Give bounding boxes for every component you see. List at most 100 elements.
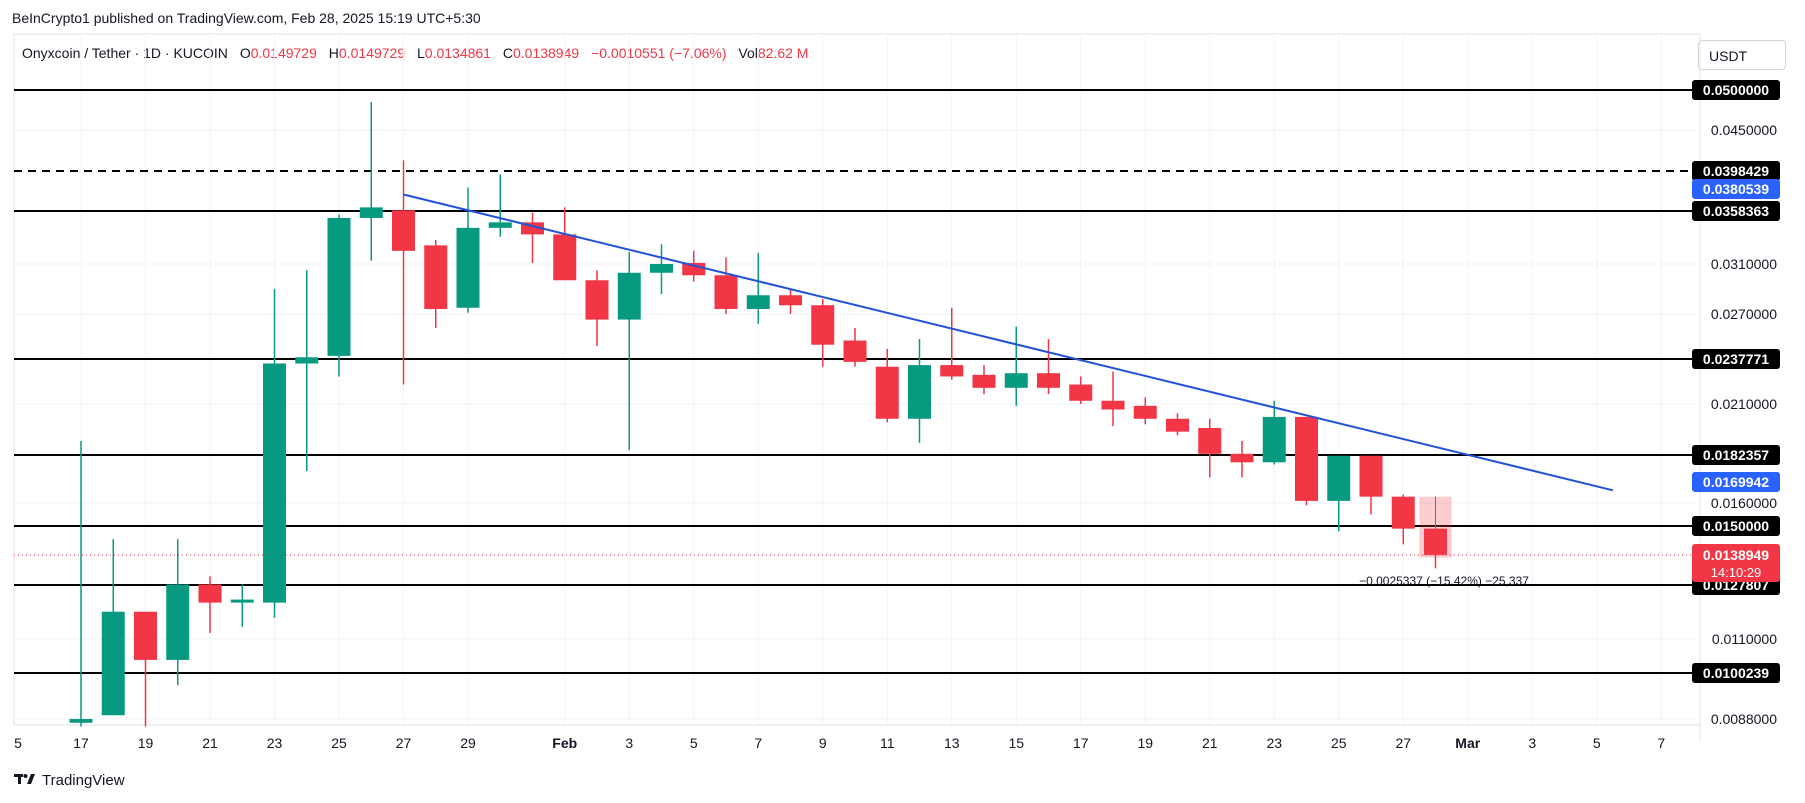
x-tick-label: 9 bbox=[819, 735, 827, 751]
candle-down bbox=[1166, 418, 1189, 432]
x-tick-label: 19 bbox=[138, 735, 154, 751]
level-badge: 0.0150000 bbox=[1703, 518, 1769, 534]
candle-down bbox=[585, 280, 609, 320]
candle-up bbox=[488, 222, 512, 228]
marker-badge: 0.0380539 bbox=[1703, 181, 1769, 197]
candle-down bbox=[198, 584, 222, 603]
y-tick-label: 0.0088000 bbox=[1711, 711, 1777, 727]
candle-up bbox=[263, 363, 286, 603]
tradingview-brand[interactable]: TradingView bbox=[14, 772, 125, 789]
candle-up bbox=[166, 584, 190, 660]
x-tick-label: 15 bbox=[1008, 735, 1024, 751]
level-badge-bg bbox=[1692, 80, 1780, 100]
current-price-badge-bg bbox=[1692, 544, 1780, 582]
candle-down bbox=[972, 374, 996, 388]
candle-down bbox=[1391, 496, 1415, 529]
current-price-badge: 0.0138949 bbox=[1703, 547, 1769, 563]
x-tick-label: 25 bbox=[331, 735, 347, 751]
marker-badge-bg bbox=[1692, 472, 1780, 492]
trendline bbox=[403, 193, 1614, 492]
candle-up bbox=[101, 611, 125, 716]
candle-down bbox=[1133, 405, 1157, 419]
candle-up bbox=[230, 599, 254, 603]
close-value: 0.0138949 bbox=[512, 45, 580, 61]
candle-up bbox=[359, 207, 383, 218]
candle-up bbox=[1327, 455, 1351, 501]
x-tick-label: 17 bbox=[1073, 735, 1089, 751]
candle-up bbox=[650, 264, 673, 273]
candle-down bbox=[1037, 373, 1060, 388]
candle-down bbox=[553, 234, 577, 281]
level-badge-bg bbox=[1692, 663, 1780, 683]
x-tick-label: 23 bbox=[267, 735, 283, 751]
candle-down bbox=[1069, 384, 1093, 401]
x-tick-label: 27 bbox=[396, 735, 412, 751]
y-tick-label: 0.0210000 bbox=[1711, 396, 1777, 412]
candle-down bbox=[1359, 455, 1383, 497]
currency-button[interactable]: USDT bbox=[1698, 40, 1786, 70]
candle-up bbox=[1262, 416, 1286, 463]
level-badge: 0.0358363 bbox=[1703, 203, 1769, 219]
candle-up bbox=[456, 227, 480, 308]
x-tick-label: 5 bbox=[1593, 735, 1601, 751]
open-value: 0.0149729 bbox=[250, 45, 317, 61]
x-tick-label: 5 bbox=[14, 735, 22, 751]
candle-down bbox=[1198, 427, 1222, 454]
x-tick-label: 29 bbox=[460, 735, 476, 751]
y-tick-label: 0.0270000 bbox=[1711, 306, 1777, 322]
candle-up bbox=[746, 295, 770, 309]
level-badge-bg bbox=[1692, 349, 1780, 369]
level-badge-bg bbox=[1692, 445, 1780, 465]
volume-label: Vol bbox=[738, 45, 758, 61]
candle-down bbox=[1424, 528, 1447, 555]
level-badge: 0.0500000 bbox=[1703, 82, 1769, 98]
candle-up bbox=[69, 719, 93, 723]
level-badge-bg bbox=[1692, 161, 1780, 181]
x-tick-label: 7 bbox=[754, 735, 762, 751]
open-label: O bbox=[239, 45, 251, 61]
candle-down bbox=[779, 295, 802, 306]
x-tick-label: 13 bbox=[944, 735, 960, 751]
candle-down bbox=[843, 340, 867, 362]
candle-down bbox=[134, 611, 157, 660]
candle-down bbox=[392, 210, 415, 251]
y-tick-label: 0.0160000 bbox=[1711, 495, 1777, 511]
marker-badge-bg bbox=[1692, 179, 1780, 199]
volume-value: 82.62 M bbox=[757, 45, 809, 61]
candle-down bbox=[424, 245, 448, 309]
candle-down bbox=[1230, 453, 1254, 463]
candle-up bbox=[295, 357, 319, 364]
x-tick-label: 25 bbox=[1331, 735, 1347, 751]
level-badge-bg bbox=[1692, 516, 1780, 536]
measure-label: −0.0025337 (−15.42%) −25,337 bbox=[1359, 574, 1529, 588]
x-tick-label: Mar bbox=[1455, 735, 1480, 751]
candle-down bbox=[1295, 416, 1318, 501]
symbol-title[interactable]: Onyxcoin / Tether · 1D · KUCOIN bbox=[22, 45, 228, 61]
candle-down bbox=[875, 366, 899, 419]
y-tick-label: 0.0110000 bbox=[1712, 631, 1777, 647]
level-badge: 0.0398429 bbox=[1703, 163, 1769, 179]
x-tick-label: 3 bbox=[1528, 735, 1536, 751]
level-badge-bg bbox=[1692, 201, 1780, 221]
x-tick-label: 23 bbox=[1266, 735, 1282, 751]
symbol-legend: Onyxcoin / Tether · 1D · KUCOIN O0.01497… bbox=[22, 45, 808, 61]
high-label: H bbox=[328, 45, 339, 61]
publisher-note: BeInCrypto1 published on TradingView.com… bbox=[12, 10, 481, 26]
candle-up bbox=[617, 272, 641, 320]
x-tick-label: 21 bbox=[1202, 735, 1218, 751]
level-badge: 0.0182357 bbox=[1703, 447, 1769, 463]
high-value: 0.0149729 bbox=[338, 45, 406, 61]
candle-up bbox=[1004, 373, 1028, 388]
candle-down bbox=[940, 365, 964, 377]
tradingview-logo-icon bbox=[14, 772, 36, 789]
marker-badge: 0.0169942 bbox=[1703, 474, 1769, 490]
level-badge: 0.0237771 bbox=[1703, 351, 1769, 367]
low-label: L bbox=[416, 45, 425, 61]
bar-countdown: 14:10:29 bbox=[1711, 565, 1762, 580]
x-tick-label: 3 bbox=[625, 735, 633, 751]
level-badge: 0.0100239 bbox=[1703, 665, 1769, 681]
x-tick-label: 5 bbox=[690, 735, 698, 751]
candle-up bbox=[908, 365, 931, 419]
close-label: C bbox=[502, 45, 513, 61]
